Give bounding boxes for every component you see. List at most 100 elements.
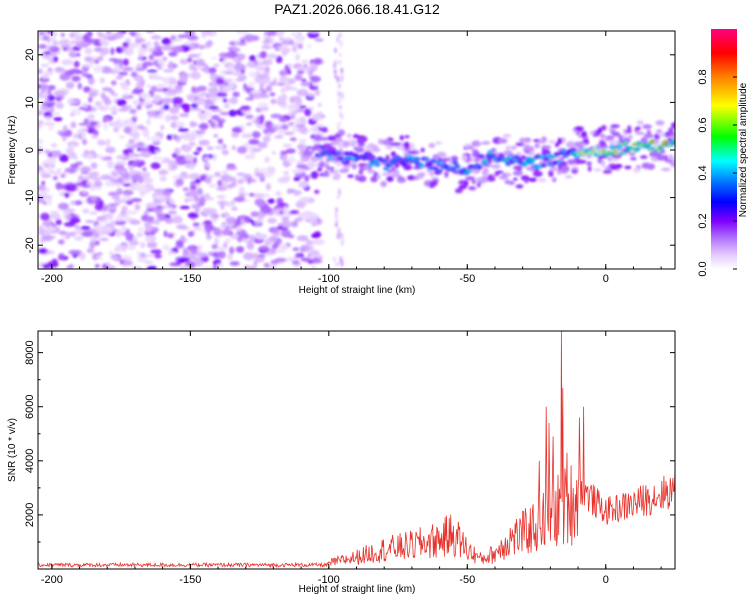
- signal-halo-blob: [505, 173, 512, 177]
- signal-halo-blob: [667, 137, 672, 142]
- noise-blob: [334, 47, 337, 54]
- noise-blob: [225, 51, 238, 59]
- signal-halo-blob: [321, 126, 328, 133]
- signal-halo-blob: [385, 144, 393, 150]
- signal-halo-blob: [646, 129, 652, 136]
- noise-blob: [89, 121, 98, 126]
- noise-blob: [218, 120, 224, 129]
- noise-blob: [121, 105, 133, 110]
- noise-blob: [190, 180, 196, 188]
- noise-blob: [340, 114, 344, 120]
- noise-blob: [46, 95, 53, 99]
- signal-peak-blob: [479, 155, 484, 158]
- noise-blob: [117, 190, 123, 195]
- signal-peak-blob: [433, 167, 438, 170]
- noise-blob: [221, 229, 232, 236]
- noise-blob: [298, 125, 308, 134]
- noise-blob: [252, 252, 259, 259]
- noise-blob: [150, 162, 161, 170]
- noise-blob: [219, 58, 224, 62]
- colorbar-ticks: 0.0 0.2 0.4 0.6 0.8: [697, 69, 737, 277]
- noise-blob: [161, 37, 172, 46]
- noise-blob: [297, 213, 303, 217]
- noise-blob: [42, 221, 52, 227]
- signal-peak-blob: [326, 153, 331, 156]
- signal-peak-blob: [539, 156, 544, 159]
- x-tick-label: -150: [179, 574, 201, 586]
- noise-blob: [74, 182, 83, 187]
- noise-blob: [114, 220, 127, 226]
- noise-blob: [107, 160, 114, 169]
- noise-blob: [253, 148, 263, 152]
- noise-blob: [206, 208, 217, 214]
- noise-blob: [69, 217, 81, 224]
- signal-peak-blob: [439, 162, 444, 165]
- noise-blob: [49, 105, 55, 113]
- noise-blob: [221, 149, 230, 156]
- noise-blob: [310, 171, 319, 179]
- noise-blob: [257, 141, 268, 149]
- colorbar-tick-label: 0.4: [697, 165, 709, 180]
- x-tick-label: -200: [41, 574, 63, 586]
- signal-halo-blob: [420, 147, 425, 153]
- noise-blob: [314, 189, 320, 194]
- noise-blob: [162, 69, 175, 73]
- signal-peak-blob: [419, 164, 424, 167]
- signal-halo-blob: [503, 150, 513, 157]
- noise-blob: [261, 45, 272, 50]
- noise-blob: [200, 141, 210, 145]
- noise-blob: [90, 195, 98, 202]
- signal-peak-blob: [484, 159, 489, 163]
- spectrogram-y-ticks: -20 -10 0 10 20: [24, 49, 675, 253]
- signal-halo-blob: [357, 175, 367, 183]
- noise-blob: [216, 194, 226, 199]
- colorbar-tick-label: 0.2: [697, 213, 709, 228]
- noise-blob: [256, 236, 268, 240]
- noise-blob: [100, 156, 113, 161]
- noise-blob: [215, 146, 227, 150]
- noise-blob: [227, 253, 234, 261]
- noise-blob: [101, 87, 113, 92]
- noise-blob: [263, 262, 270, 268]
- signal-halo-blob: [528, 177, 538, 182]
- x-tick-label: -50: [459, 273, 475, 285]
- noise-blob: [175, 178, 184, 186]
- noise-blob: [246, 122, 252, 126]
- noise-blob: [82, 138, 88, 146]
- noise-blob: [128, 138, 135, 145]
- noise-blob: [62, 171, 70, 175]
- noise-blob: [111, 194, 120, 200]
- signal-halo-blob: [624, 165, 632, 170]
- noise-blob: [69, 31, 76, 39]
- noise-blob: [96, 31, 103, 36]
- signal-halo-blob: [323, 163, 330, 168]
- noise-blob: [118, 108, 129, 112]
- noise-blob: [58, 239, 65, 245]
- noise-blob: [262, 173, 274, 178]
- signal-peak-blob: [637, 142, 641, 145]
- signal-halo-blob: [333, 173, 342, 179]
- noise-blob: [183, 144, 191, 153]
- noise-blob: [337, 83, 341, 89]
- noise-blob: [234, 78, 246, 82]
- signal-halo-blob: [597, 127, 603, 134]
- signal-halo-blob: [557, 137, 563, 145]
- noise-blob: [254, 220, 260, 226]
- noise-blob: [188, 142, 197, 146]
- signal-halo-blob: [610, 130, 616, 134]
- noise-blob: [269, 37, 275, 44]
- signal-peak-blob: [375, 163, 380, 166]
- y-tick-label: -10: [24, 190, 36, 206]
- signal-halo-blob: [608, 140, 618, 146]
- noise-blob: [288, 39, 295, 46]
- signal-peak-blob: [672, 140, 675, 143]
- noise-blob: [338, 105, 342, 109]
- noise-blob: [194, 196, 199, 200]
- noise-blob: [336, 124, 340, 131]
- signal-halo-blob: [458, 185, 467, 190]
- noise-blob: [84, 47, 93, 55]
- noise-blob: [340, 235, 344, 241]
- noise-blob: [134, 39, 142, 44]
- noise-blob: [154, 253, 162, 259]
- noise-blob: [56, 167, 62, 175]
